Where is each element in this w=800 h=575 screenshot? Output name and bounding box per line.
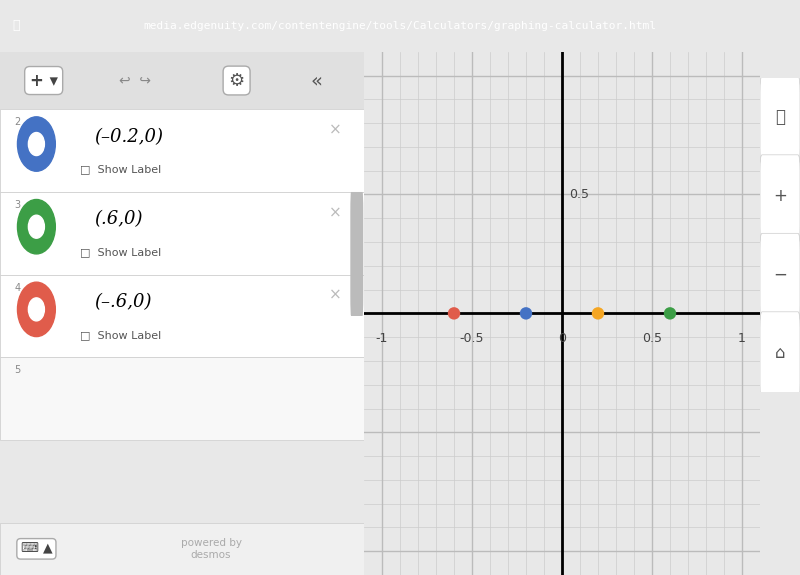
Text: ×: ×	[329, 288, 342, 303]
Text: powered by
desmos: powered by desmos	[181, 538, 242, 560]
Point	[448, 309, 461, 318]
FancyBboxPatch shape	[0, 523, 364, 575]
Text: (–0.2,0): (–0.2,0)	[94, 128, 164, 145]
FancyBboxPatch shape	[760, 76, 800, 164]
Text: −: −	[773, 265, 787, 283]
Text: (.6,0): (.6,0)	[94, 210, 143, 228]
Text: media.edgenuity.com/contentengine/tools/Calculators/graphing-calculator.html: media.edgenuity.com/contentengine/tools/…	[143, 21, 657, 31]
Text: -0.5: -0.5	[460, 332, 484, 346]
Circle shape	[28, 298, 45, 321]
Text: ↩  ↪: ↩ ↪	[118, 74, 150, 87]
Text: 🔧: 🔧	[775, 108, 785, 126]
Text: «: «	[310, 71, 322, 90]
Text: 🔒: 🔒	[12, 20, 20, 32]
Text: □  Show Label: □ Show Label	[80, 330, 162, 340]
FancyBboxPatch shape	[0, 109, 364, 192]
Text: ×: ×	[329, 122, 342, 137]
Text: 0: 0	[558, 332, 566, 346]
Text: 0.5: 0.5	[642, 332, 662, 346]
Text: (–.6,0): (–.6,0)	[94, 293, 152, 311]
Text: ⌨ ▲: ⌨ ▲	[21, 542, 52, 555]
Text: □  Show Label: □ Show Label	[80, 247, 162, 258]
Text: -1: -1	[376, 332, 388, 346]
Circle shape	[28, 215, 45, 238]
Point	[592, 309, 605, 318]
Text: 0.5: 0.5	[570, 188, 589, 201]
FancyBboxPatch shape	[760, 312, 800, 400]
Text: 5: 5	[14, 365, 21, 375]
Text: 3: 3	[14, 200, 21, 210]
Text: +: +	[773, 187, 787, 205]
Text: 1: 1	[738, 332, 746, 346]
Circle shape	[28, 132, 45, 156]
FancyBboxPatch shape	[350, 192, 363, 316]
Text: + ▾: + ▾	[30, 71, 58, 90]
FancyBboxPatch shape	[0, 357, 364, 440]
Text: □  Show Label: □ Show Label	[80, 164, 162, 175]
FancyBboxPatch shape	[0, 192, 364, 275]
Point	[664, 309, 677, 318]
Text: 2: 2	[14, 117, 21, 127]
Text: ⚙: ⚙	[229, 71, 245, 90]
Circle shape	[18, 117, 55, 171]
FancyBboxPatch shape	[760, 155, 800, 243]
FancyBboxPatch shape	[0, 275, 364, 357]
FancyBboxPatch shape	[0, 52, 364, 109]
Text: ⌂: ⌂	[774, 344, 786, 362]
Text: ×: ×	[329, 205, 342, 220]
Text: 4: 4	[14, 282, 21, 293]
Circle shape	[18, 282, 55, 336]
FancyBboxPatch shape	[760, 233, 800, 321]
Circle shape	[18, 200, 55, 254]
Point	[520, 309, 533, 318]
